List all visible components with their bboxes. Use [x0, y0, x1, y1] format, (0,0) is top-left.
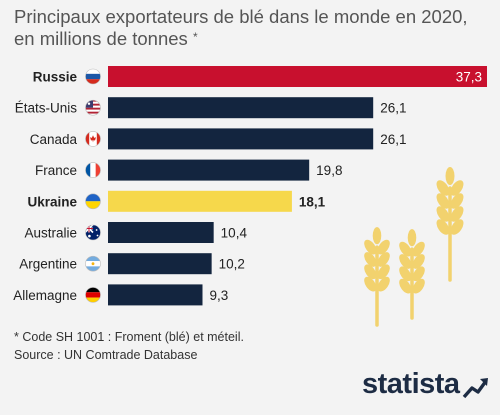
- value-label: 9,3: [209, 288, 228, 303]
- australia-flag-icon: [85, 224, 101, 241]
- canada-flag-icon: [85, 131, 101, 147]
- bar-row: Australie 10,4: [24, 222, 247, 243]
- chart-title-text: Principaux exportateurs de blé dans le m…: [14, 6, 468, 49]
- bar: [108, 284, 203, 306]
- statista-logo: statista: [362, 368, 492, 404]
- value-label: 10,2: [219, 257, 245, 272]
- france-flag-icon: [85, 162, 101, 178]
- bar: [108, 222, 214, 243]
- ukraine-flag-icon: [85, 193, 101, 210]
- bar-row: États-Unis 26,1: [15, 97, 406, 119]
- wheat-stalk: [399, 229, 425, 320]
- value-label: 19,8: [316, 163, 342, 178]
- category-label: Canada: [30, 132, 78, 147]
- value-label: 26,1: [380, 101, 406, 116]
- category-label: Ukraine: [27, 194, 77, 209]
- bar-row: France 19,8: [35, 159, 342, 181]
- bar: [108, 253, 212, 275]
- bar: [108, 128, 374, 150]
- footnote: * Code SH 1001 : Froment (blé) et méteil…: [14, 328, 244, 364]
- category-label: Russie: [33, 70, 78, 85]
- title-footnote-star: *: [192, 30, 198, 44]
- category-label: États-Unis: [15, 101, 78, 116]
- bar: [108, 159, 310, 181]
- value-label: 10,4: [221, 226, 248, 241]
- bar: [108, 190, 292, 212]
- category-label: Argentine: [19, 257, 77, 272]
- bar-row: Russie 37,3: [33, 66, 487, 87]
- category-label: Australie: [24, 226, 77, 241]
- statista-logo-icon: [462, 378, 488, 399]
- bar-row: Allemagne 9,3: [13, 284, 228, 306]
- argentina-flag-icon: [85, 255, 101, 272]
- wheat-stalk: [436, 167, 464, 282]
- value-label: 37,3: [456, 70, 482, 85]
- category-label: France: [35, 163, 77, 178]
- wheat-stalk: [364, 227, 390, 327]
- chart-title: Principaux exportateurs de blé dans le m…: [14, 6, 484, 50]
- statista-logo-text: statista: [362, 368, 460, 400]
- value-label: 18,1: [299, 194, 326, 209]
- bar-row: Ukraine 18,1: [27, 190, 326, 212]
- bar: [108, 97, 374, 119]
- value-label: 26,1: [380, 132, 406, 147]
- bar: [108, 66, 487, 87]
- category-label: Allemagne: [13, 288, 77, 303]
- bar-row: Canada 26,1: [30, 128, 406, 150]
- russia-flag-icon: [85, 68, 101, 85]
- wheat-illustration: [364, 167, 464, 327]
- bar-row: Argentine 10,2: [19, 253, 245, 275]
- usa-flag-icon: [85, 99, 101, 116]
- germany-flag-icon: [85, 287, 101, 303]
- footnote-definition: * Code SH 1001 : Froment (blé) et méteil…: [14, 330, 244, 344]
- source-note: Source : UN Comtrade Database: [14, 348, 198, 362]
